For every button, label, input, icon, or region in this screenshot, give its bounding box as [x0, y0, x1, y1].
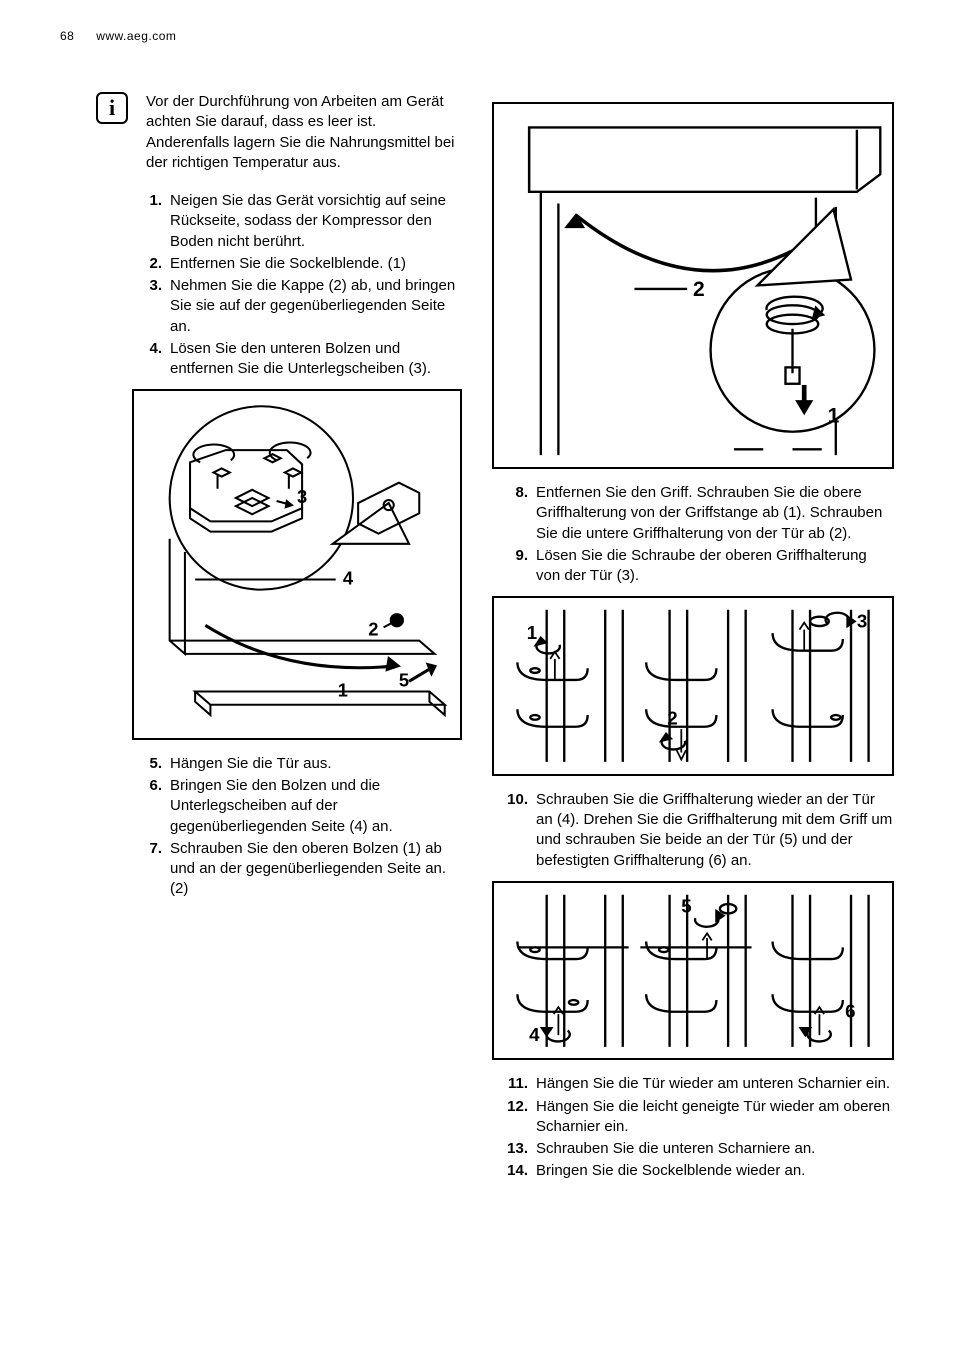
- figure-svg: 1 2 3: [494, 598, 892, 774]
- info-note: i Vor der Durchführung von Arbeiten am G…: [60, 92, 462, 173]
- step-item: 5.Hängen Sie die Tür aus.: [170, 754, 462, 774]
- steps-1-4: 1.Neigen Sie das Gerät vorsichtig auf se…: [60, 191, 462, 379]
- svg-text:2: 2: [693, 278, 705, 301]
- svg-text:1: 1: [527, 622, 537, 643]
- step-item: 8.Entfernen Sie den Griff. Schrauben Sie…: [536, 483, 894, 544]
- step-item: 3.Nehmen Sie die Kappe (2) ab, und bring…: [170, 276, 462, 337]
- info-icon: i: [96, 92, 128, 124]
- svg-text:3: 3: [297, 487, 307, 508]
- step-item: 13.Schrauben Sie die unteren Scharniere …: [536, 1139, 894, 1159]
- step-item: 4.Lösen Sie den unteren Bolzen und entfe…: [170, 339, 462, 380]
- content-columns: i Vor der Durchführung von Arbeiten am G…: [60, 92, 894, 1184]
- step-10: 10.Schrauben Sie die Griffhalterung wied…: [492, 790, 894, 871]
- svg-text:4: 4: [529, 1024, 540, 1045]
- svg-text:1: 1: [338, 680, 348, 701]
- figure-svg: 2: [494, 104, 892, 467]
- page-header: 68 www.aeg.com: [60, 28, 894, 44]
- figure-top-hinge: 2: [492, 102, 894, 469]
- figure-svg: 3 4: [134, 391, 460, 737]
- step-item: 7.Schrauben Sie den oberen Bolzen (1) ab…: [170, 839, 462, 900]
- right-column: 2: [492, 92, 894, 1184]
- figure-svg: 4 5 6: [494, 883, 892, 1059]
- step-item: 11.Hängen Sie die Tür wieder am unteren …: [536, 1074, 894, 1094]
- svg-text:4: 4: [343, 568, 354, 589]
- site-url: www.aeg.com: [96, 29, 176, 43]
- figure-handle-attach: 4 5 6: [492, 881, 894, 1061]
- left-column: i Vor der Durchführung von Arbeiten am G…: [60, 92, 462, 1184]
- svg-text:3: 3: [857, 611, 867, 632]
- step-item: 10.Schrauben Sie die Griffhalterung wied…: [536, 790, 894, 871]
- step-item: 2.Entfernen Sie die Sockelblende. (1): [170, 254, 462, 274]
- figure-bottom-hinge: 3 4: [132, 389, 462, 739]
- step-item: 6.Bringen Sie den Bolzen und die Unterle…: [170, 776, 462, 837]
- svg-text:2: 2: [667, 708, 677, 729]
- svg-text:1: 1: [828, 405, 840, 428]
- svg-text:2: 2: [368, 619, 378, 640]
- step-item: 14.Bringen Sie die Sockelblende wieder a…: [536, 1161, 894, 1181]
- figure-handle-remove: 1 2 3: [492, 596, 894, 776]
- steps-5-7: 5.Hängen Sie die Tür aus. 6.Bringen Sie …: [60, 754, 462, 900]
- page-number: 68: [60, 29, 74, 43]
- step-item: 12.Hängen Sie die leicht geneigte Tür wi…: [536, 1097, 894, 1138]
- svg-text:6: 6: [845, 1001, 855, 1022]
- svg-text:5: 5: [681, 895, 691, 916]
- step-item: 9.Lösen Sie die Schraube der oberen Grif…: [536, 546, 894, 587]
- steps-11-14: 11.Hängen Sie die Tür wieder am unteren …: [492, 1074, 894, 1181]
- svg-text:5: 5: [399, 670, 409, 691]
- step-item: 1.Neigen Sie das Gerät vorsichtig auf se…: [170, 191, 462, 252]
- info-text: Vor der Durchführung von Arbeiten am Ger…: [146, 92, 462, 173]
- steps-8-9: 8.Entfernen Sie den Griff. Schrauben Sie…: [492, 483, 894, 586]
